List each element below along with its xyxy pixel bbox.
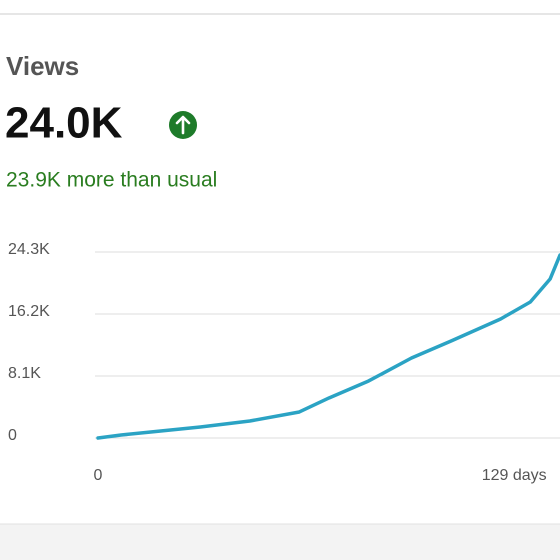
line [96, 253, 560, 440]
card-footer [0, 524, 560, 560]
y-tick-label: 16.2K [8, 303, 50, 320]
title: Views [6, 51, 79, 81]
y-tick-label: 0 [8, 427, 17, 444]
delta-text: 23.9K more than usual [6, 169, 217, 192]
total-value: 24.0K [5, 99, 123, 148]
x-tick-label: 129 days [482, 467, 547, 484]
y-tick-label: 24.3K [8, 241, 50, 258]
x-tick-label: 0 [94, 467, 103, 484]
y-tick-label: 8.1K [8, 365, 41, 382]
up-icon [169, 111, 197, 139]
